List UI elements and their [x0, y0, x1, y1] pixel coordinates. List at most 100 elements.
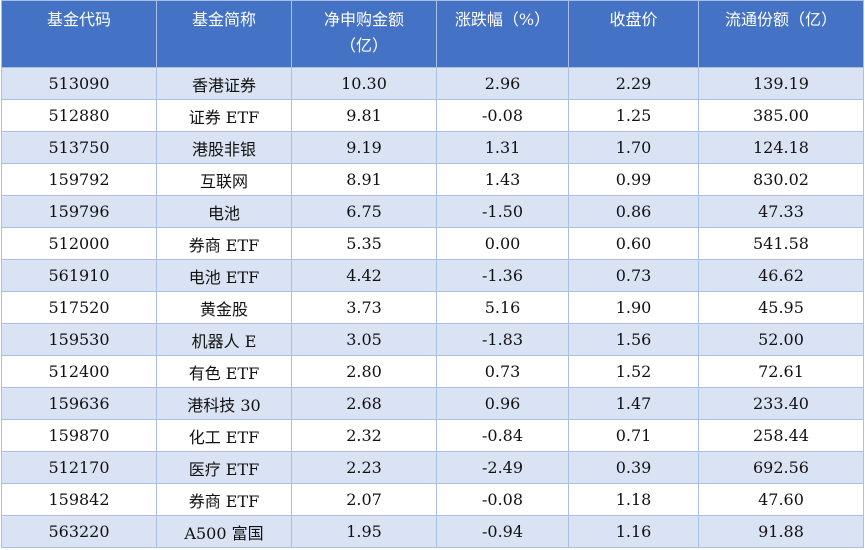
table-cell: 159636 — [1, 387, 157, 420]
table-cell: 4.42 — [291, 259, 437, 292]
table-row: 513750 港股非银 9.19 1.31 1.70 124.18 — [1, 131, 864, 164]
table-row: 159792 互联网 8.91 1.43 0.99 830.02 — [1, 163, 864, 196]
table-row: 159530 机器人 E 3.05 -1.83 1.56 52.00 — [1, 323, 864, 356]
table-cell: 1.31 — [436, 131, 569, 164]
table-row: 512000 券商 ETF 5.35 0.00 0.60 541.58 — [1, 227, 864, 260]
table-cell: 159796 — [1, 195, 157, 228]
table-row: 513090 香港证券 10.30 2.96 2.29 139.19 — [1, 67, 864, 100]
table-cell: 1.52 — [568, 355, 699, 388]
table-body: 513090 香港证券 10.30 2.96 2.29 139.19 512880 证券 ET… — [1, 67, 864, 548]
table-cell: 2.68 — [291, 387, 437, 420]
table-cell: 1.18 — [568, 483, 699, 516]
table-cell: 0.60 — [568, 227, 699, 260]
table-cell: 1.16 — [568, 515, 699, 548]
table-row: 512880 证券 ETF 9.81 -0.08 1.25 385.00 — [1, 99, 864, 132]
table-cell: 化工 ETF — [156, 419, 292, 452]
table-cell: 513750 — [1, 131, 157, 164]
table-cell: 0.86 — [568, 195, 699, 228]
table-cell: 512000 — [1, 227, 157, 260]
table-cell: -1.50 — [436, 195, 569, 228]
table-cell: 2.07 — [291, 483, 437, 516]
table-cell: 有色 ETF — [156, 355, 292, 388]
table-cell: -0.94 — [436, 515, 569, 548]
table-cell: 券商 ETF — [156, 483, 292, 516]
table-cell: 5.16 — [436, 291, 569, 324]
table-cell: 512170 — [1, 451, 157, 484]
table-cell: 8.91 — [291, 163, 437, 196]
table-cell: 513090 — [1, 67, 157, 100]
table-cell: 互联网 — [156, 163, 292, 196]
header-row: 基金代码 基金简称 净申购金额（亿） 涨跌幅（%） 收盘价 流通份额（亿） — [1, 0, 864, 68]
table-cell: 45.95 — [698, 291, 864, 324]
table-cell: 1.90 — [568, 291, 699, 324]
table-cell: 3.73 — [291, 291, 437, 324]
table-cell: 0.73 — [568, 259, 699, 292]
table-cell: 385.00 — [698, 99, 864, 132]
table-cell: 692.56 — [698, 451, 864, 484]
table-row: 517520 黄金股 3.73 5.16 1.90 45.95 — [1, 291, 864, 324]
table-cell: -2.49 — [436, 451, 569, 484]
table-cell: 2.96 — [436, 67, 569, 100]
table-cell: 139.19 — [698, 67, 864, 100]
table-cell: 1.47 — [568, 387, 699, 420]
table-cell: 电池 — [156, 195, 292, 228]
table-cell: 159792 — [1, 163, 157, 196]
table-cell: 159870 — [1, 419, 157, 452]
table-cell: 159842 — [1, 483, 157, 516]
table-cell: 830.02 — [698, 163, 864, 196]
table-cell: 香港证券 — [156, 67, 292, 100]
table-cell: A500 富国 — [156, 515, 292, 548]
table-cell: 124.18 — [698, 131, 864, 164]
table-cell: 1.56 — [568, 323, 699, 356]
table-cell: 1.25 — [568, 99, 699, 132]
table-cell: 港股非银 — [156, 131, 292, 164]
column-header: 流通份额（亿） — [698, 0, 864, 68]
table-cell: 233.40 — [698, 387, 864, 420]
table-cell: 黄金股 — [156, 291, 292, 324]
table-cell: 证券 ETF — [156, 99, 292, 132]
table-cell: 券商 ETF — [156, 227, 292, 260]
column-header: 基金简称 — [156, 0, 292, 68]
table-cell: 2.23 — [291, 451, 437, 484]
table-cell: 10.30 — [291, 67, 437, 100]
table-cell: 0.71 — [568, 419, 699, 452]
table-cell: 91.88 — [698, 515, 864, 548]
table-cell: 2.32 — [291, 419, 437, 452]
table-row: 563220 A500 富国 1.95 -0.94 1.16 91.88 — [1, 515, 864, 548]
table-cell: 医疗 ETF — [156, 451, 292, 484]
column-header: 净申购金额（亿） — [291, 0, 437, 68]
table-cell: 9.19 — [291, 131, 437, 164]
table-cell: 0.99 — [568, 163, 699, 196]
table-cell: 512880 — [1, 99, 157, 132]
table-row: 159636 港科技 30 2.68 0.96 1.47 233.40 — [1, 387, 864, 420]
column-header: 涨跌幅（%） — [436, 0, 569, 68]
table-cell: 0.96 — [436, 387, 569, 420]
table-cell: 541.58 — [698, 227, 864, 260]
table-cell: 9.81 — [291, 99, 437, 132]
table-cell: 47.60 — [698, 483, 864, 516]
table-cell: 1.70 — [568, 131, 699, 164]
table-cell: 6.75 — [291, 195, 437, 228]
table-cell: -0.08 — [436, 99, 569, 132]
table-cell: 3.05 — [291, 323, 437, 356]
column-header: 基金代码 — [1, 0, 157, 68]
table-cell: 512400 — [1, 355, 157, 388]
table-cell: 2.29 — [568, 67, 699, 100]
table-cell: 159530 — [1, 323, 157, 356]
table-cell: 0.39 — [568, 451, 699, 484]
table-row: 512400 有色 ETF 2.80 0.73 1.52 72.61 — [1, 355, 864, 388]
table-cell: 0.00 — [436, 227, 569, 260]
table-cell: -1.36 — [436, 259, 569, 292]
table-cell: 47.33 — [698, 195, 864, 228]
table-cell: 2.80 — [291, 355, 437, 388]
table-cell: 5.35 — [291, 227, 437, 260]
table-row: 159870 化工 ETF 2.32 -0.84 0.71 258.44 — [1, 419, 864, 452]
table-row: 159796 电池 6.75 -1.50 0.86 47.33 — [1, 195, 864, 228]
table-cell: 563220 — [1, 515, 157, 548]
table-cell: 46.62 — [698, 259, 864, 292]
table-row: 159842 券商 ETF 2.07 -0.08 1.18 47.60 — [1, 483, 864, 516]
table-cell: -0.08 — [436, 483, 569, 516]
table-row: 512170 医疗 ETF 2.23 -2.49 0.39 692.56 — [1, 451, 864, 484]
table-cell: 1.43 — [436, 163, 569, 196]
